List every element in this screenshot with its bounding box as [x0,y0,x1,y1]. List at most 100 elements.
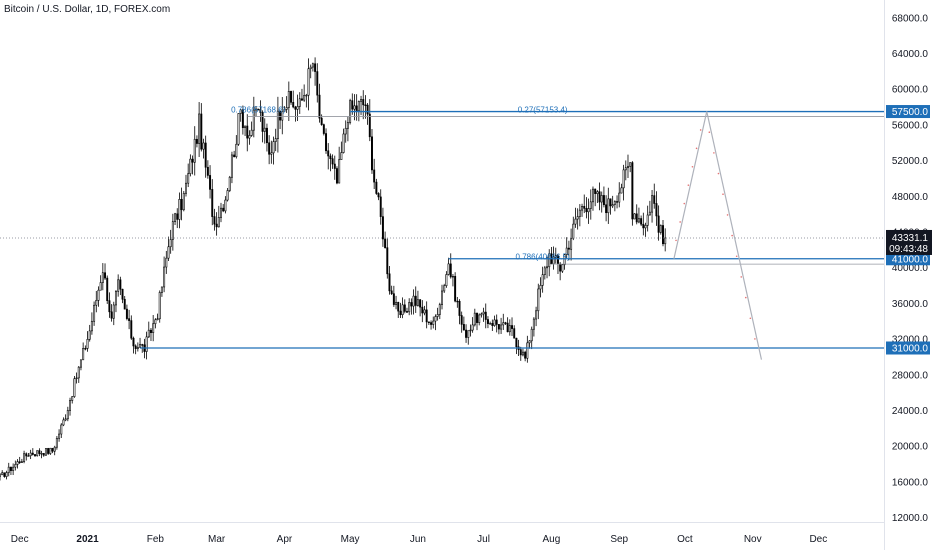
candle-body[interactable] [406,311,408,313]
candle-body[interactable] [60,424,63,435]
candle-body[interactable] [430,322,433,325]
candle-body[interactable] [255,108,257,111]
candle-body[interactable] [508,325,511,333]
candle-body[interactable] [69,400,71,411]
candle-body[interactable] [44,448,47,456]
candle-body[interactable] [451,275,454,278]
candle-body[interactable] [395,301,398,305]
candle-body[interactable] [664,237,667,245]
candle-body[interactable] [480,313,483,316]
candle-body[interactable] [279,110,282,121]
candle-body[interactable] [217,217,220,228]
candle-body[interactable] [318,94,321,119]
candle-body[interactable] [305,94,308,97]
candle-body[interactable] [646,214,649,226]
candle-body[interactable] [449,263,452,278]
candle-body[interactable] [513,328,516,339]
candle-body[interactable] [373,169,376,183]
candle-body[interactable] [298,98,301,107]
candle-body[interactable] [36,450,39,456]
candle-body[interactable] [171,221,174,240]
candle-body[interactable] [250,129,253,136]
candle-body[interactable] [9,466,12,471]
candle-body[interactable] [178,199,181,220]
candle-body[interactable] [132,337,135,347]
candle-body[interactable] [357,100,360,112]
candle-body[interactable] [410,302,413,307]
candle-body[interactable] [309,66,312,70]
candle-body[interactable] [248,135,251,139]
candle-body[interactable] [502,322,505,326]
candle-body[interactable] [331,158,334,165]
candle-body[interactable] [469,329,472,332]
candle-body[interactable] [467,330,470,338]
candle-body[interactable] [114,290,117,306]
candle-body[interactable] [314,63,317,72]
candle-body[interactable] [493,319,496,326]
candle-body[interactable] [497,324,500,330]
candle-body[interactable] [252,109,255,131]
candle-body[interactable] [233,154,236,158]
candle-body[interactable] [42,453,45,456]
candle-body[interactable] [567,247,570,250]
candle-body[interactable] [150,329,152,333]
candle-body[interactable] [292,102,295,108]
candle-body[interactable] [454,275,457,302]
candle-body[interactable] [110,311,113,319]
candle-body[interactable] [215,223,218,228]
candle-body[interactable] [5,472,8,477]
candle-body[interactable] [581,206,584,211]
candle-body[interactable] [644,225,647,229]
candle-body[interactable] [27,455,30,457]
candle-body[interactable] [570,237,573,250]
candle-body[interactable] [163,266,166,288]
candle-body[interactable] [139,344,142,348]
candle-body[interactable] [1,472,4,476]
candle-body[interactable] [12,466,15,471]
candle-body[interactable] [329,155,332,160]
candle-body[interactable] [276,110,279,139]
candle-body[interactable] [486,319,489,324]
candle-body[interactable] [456,300,459,303]
candle-body[interactable] [211,189,214,217]
candle-body[interactable] [528,340,531,344]
candle-body[interactable] [29,452,32,457]
candle-body[interactable] [167,246,170,259]
candle-body[interactable] [436,314,439,317]
candle-body[interactable] [193,138,196,163]
candle-body[interactable] [653,195,656,204]
candle-body[interactable] [333,163,336,169]
candle-body[interactable] [62,419,65,426]
candle-body[interactable] [620,187,623,194]
candle-body[interactable] [377,193,380,198]
candle-body[interactable] [602,195,605,206]
candle-body[interactable] [504,322,507,324]
candle-body[interactable] [84,348,87,350]
candle-body[interactable] [152,323,155,333]
candle-body[interactable] [147,329,150,338]
candle-body[interactable] [97,289,100,301]
candle-body[interactable] [340,152,343,160]
candle-body[interactable] [392,293,395,305]
candle-body[interactable] [16,461,19,465]
candle-body[interactable] [416,299,419,306]
candle-body[interactable] [160,286,163,293]
candle-body[interactable] [432,320,435,325]
candle-body[interactable] [195,138,198,144]
candle-body[interactable] [622,169,625,189]
candle-body[interactable] [526,342,529,359]
candle-body[interactable] [125,308,128,319]
candle-body[interactable] [495,319,498,325]
candle-body[interactable] [20,461,23,463]
candle-body[interactable] [244,125,247,129]
candle-body[interactable] [268,142,271,155]
candle-body[interactable] [546,266,549,269]
candle-body[interactable] [198,113,201,144]
candle-body[interactable] [31,452,34,455]
candle-body[interactable] [458,300,461,316]
candle-body[interactable] [322,124,325,134]
candle-body[interactable] [445,274,448,287]
candle-body[interactable] [119,279,122,290]
candle-body[interactable] [158,292,161,320]
candle-body[interactable] [651,195,654,213]
